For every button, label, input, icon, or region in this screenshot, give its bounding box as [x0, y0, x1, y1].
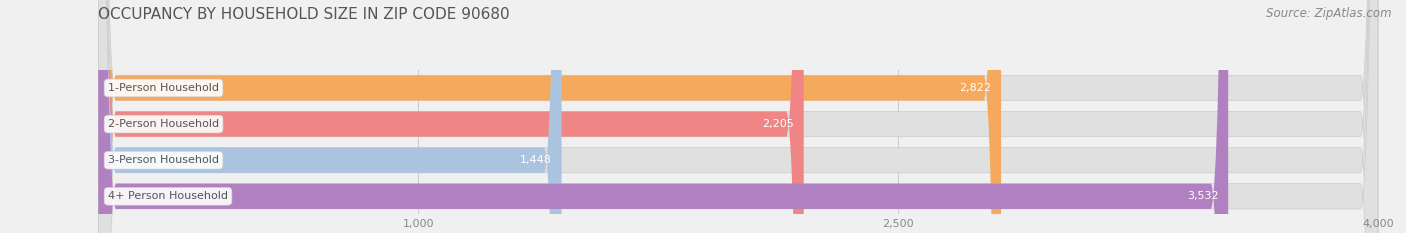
- Text: OCCUPANCY BY HOUSEHOLD SIZE IN ZIP CODE 90680: OCCUPANCY BY HOUSEHOLD SIZE IN ZIP CODE …: [98, 7, 510, 22]
- FancyBboxPatch shape: [98, 0, 1378, 233]
- Text: 1-Person Household: 1-Person Household: [108, 83, 219, 93]
- FancyBboxPatch shape: [98, 0, 1378, 233]
- FancyBboxPatch shape: [98, 0, 1378, 233]
- Text: Source: ZipAtlas.com: Source: ZipAtlas.com: [1267, 7, 1392, 20]
- Text: 3-Person Household: 3-Person Household: [108, 155, 219, 165]
- Text: 2,822: 2,822: [959, 83, 991, 93]
- FancyBboxPatch shape: [98, 0, 1001, 233]
- FancyBboxPatch shape: [98, 0, 1378, 233]
- FancyBboxPatch shape: [98, 0, 804, 233]
- Text: 4+ Person Household: 4+ Person Household: [108, 191, 228, 201]
- Text: 3,532: 3,532: [1187, 191, 1219, 201]
- Text: 2-Person Household: 2-Person Household: [108, 119, 219, 129]
- Text: 1,448: 1,448: [520, 155, 553, 165]
- FancyBboxPatch shape: [98, 0, 561, 233]
- Text: 2,205: 2,205: [762, 119, 794, 129]
- FancyBboxPatch shape: [98, 0, 1229, 233]
